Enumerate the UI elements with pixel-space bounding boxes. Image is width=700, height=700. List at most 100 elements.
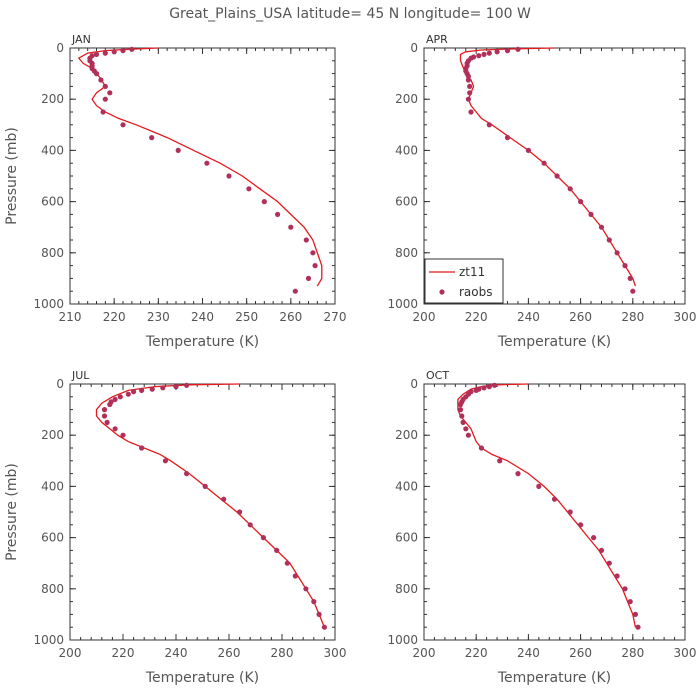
panel-label: JUL: [71, 369, 90, 382]
data-point: [476, 53, 482, 59]
data-point: [226, 173, 232, 179]
data-point: [494, 49, 500, 55]
x-tick-label: 250: [235, 310, 258, 324]
data-point: [536, 483, 542, 489]
x-axis-label: Temperature (K): [145, 670, 259, 686]
data-point: [627, 275, 633, 281]
x-axis-label: Temperature (K): [145, 334, 259, 350]
data-point: [606, 560, 612, 566]
data-point: [107, 90, 113, 96]
data-point: [515, 46, 521, 52]
data-point: [622, 586, 628, 592]
data-point: [261, 199, 267, 205]
y-tick-label: 0: [56, 377, 64, 391]
y-tick-label: 400: [395, 479, 418, 493]
y-tick-label: 600: [41, 531, 64, 545]
y-tick-label: 800: [41, 582, 64, 596]
data-point: [578, 522, 584, 528]
x-tick-label: 220: [103, 310, 126, 324]
data-point: [463, 426, 469, 432]
data-point: [117, 394, 123, 400]
x-tick-label: 300: [674, 646, 697, 660]
data-point: [551, 496, 558, 502]
data-point: [504, 135, 511, 141]
data-point: [606, 237, 612, 243]
data-point: [567, 509, 573, 515]
data-point: [541, 160, 547, 166]
data-point: [635, 624, 641, 630]
y-tick-label: 0: [410, 41, 418, 55]
plot-frame: [69, 383, 336, 641]
series-points-raobs: [457, 382, 641, 630]
data-point: [525, 147, 532, 153]
series-line-zt11: [95, 383, 326, 628]
data-point: [184, 382, 190, 388]
data-point: [630, 288, 636, 294]
y-tick-label: 800: [395, 582, 418, 596]
data-point: [120, 48, 126, 54]
data-point: [162, 458, 168, 464]
y-tick-label: 400: [41, 143, 64, 157]
x-tick-label: 260: [218, 646, 241, 660]
data-point: [460, 419, 466, 425]
x-tick-label: 220: [112, 646, 135, 660]
data-point: [303, 586, 309, 592]
y-tick-label: 400: [41, 479, 64, 493]
panel-oct: OCT 200 220 240 260 280 300 0 200 400 600 800 1000 Te…: [387, 369, 696, 686]
data-point: [102, 83, 108, 89]
data-point: [237, 509, 243, 515]
x-tick-label: 260: [279, 310, 302, 324]
data-point: [284, 560, 290, 566]
x-tick-label: 300: [324, 646, 347, 660]
data-point: [93, 71, 100, 77]
data-point: [491, 382, 498, 388]
x-tick-label: 300: [674, 310, 697, 324]
series-line-zt11: [457, 383, 637, 628]
data-point: [275, 211, 281, 217]
data-point: [260, 535, 266, 541]
data-point: [221, 496, 227, 502]
data-point: [111, 49, 117, 55]
x-tick-label: 260: [569, 310, 592, 324]
data-point: [120, 122, 126, 128]
x-tick-label: 260: [569, 646, 592, 660]
data-point: [139, 387, 145, 393]
data-point: [112, 426, 118, 432]
data-point: [321, 624, 327, 630]
data-point: [102, 96, 108, 102]
data-point: [149, 135, 155, 141]
data-point: [614, 573, 620, 579]
data-point: [312, 263, 318, 269]
x-axis-label: Temperature (K): [497, 670, 611, 686]
data-point: [173, 384, 179, 390]
data-point: [486, 384, 492, 390]
data-point: [567, 186, 573, 192]
data-point: [622, 263, 628, 269]
data-point: [292, 573, 298, 579]
y-tick-label: 600: [395, 531, 418, 545]
x-tick-label: 240: [165, 646, 188, 660]
data-point: [497, 458, 503, 464]
data-point: [246, 186, 252, 192]
data-point: [515, 471, 521, 477]
data-point: [102, 50, 108, 56]
data-point: [310, 250, 316, 256]
data-point: [139, 445, 145, 451]
data-point: [467, 83, 473, 89]
series-points-raobs: [101, 382, 327, 630]
y-tick-label: 200: [41, 92, 64, 106]
x-tick-label: 200: [413, 310, 436, 324]
y-tick-label: 200: [395, 92, 418, 106]
plot-frame: [69, 47, 336, 305]
x-tick-label: 220: [465, 310, 488, 324]
data-point: [175, 147, 181, 153]
legend-box: [424, 258, 504, 304]
data-point: [598, 224, 605, 230]
y-tick-label: 0: [410, 377, 418, 391]
panel-jan: JAN 210 220 230 240 250 260 270 0 200 400 600 800 100…: [4, 33, 346, 350]
data-point: [93, 51, 100, 58]
y-tick-label: 800: [41, 246, 64, 260]
data-point: [598, 547, 605, 554]
x-tick-label: 210: [59, 310, 82, 324]
